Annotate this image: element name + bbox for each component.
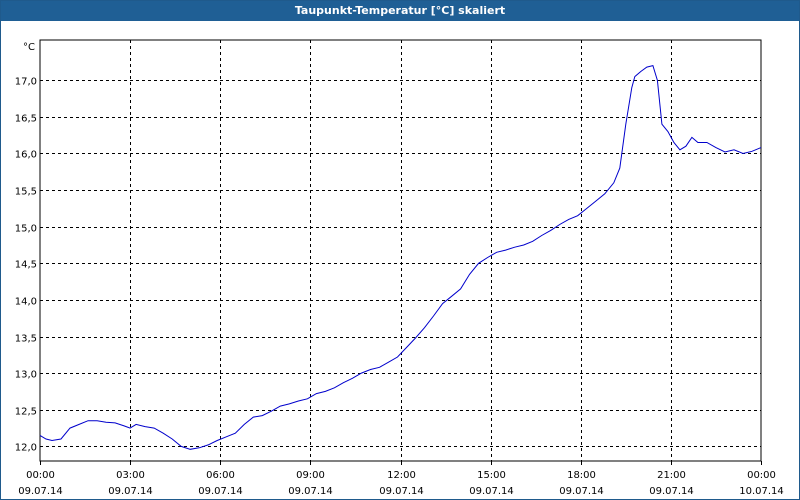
x-tick-date: 09.07.14 bbox=[288, 486, 333, 497]
y-tick-label: 15,5 bbox=[15, 187, 37, 198]
y-tick-label: 12,5 bbox=[15, 407, 37, 418]
x-tick-time: 00:00 bbox=[26, 470, 55, 481]
x-tick-date: 09.07.14 bbox=[649, 486, 694, 497]
x-tick-date: 09.07.14 bbox=[469, 486, 514, 497]
plot-area-border bbox=[39, 39, 762, 462]
x-tick-date: 09.07.14 bbox=[18, 486, 63, 497]
y-tick-label: 16,5 bbox=[15, 114, 37, 125]
x-tick-time: 09:00 bbox=[296, 470, 325, 481]
y-tick-label: 13,0 bbox=[15, 370, 37, 381]
x-tick-time: 12:00 bbox=[387, 470, 416, 481]
x-tick-time: 18:00 bbox=[567, 470, 596, 481]
series-line bbox=[39, 65, 762, 450]
grid-lines bbox=[40, 40, 761, 461]
y-axis-ticks: 12,0 12,5 13,0 13,5 14,0 14,5 15,0 15,5 16,0 16,5… bbox=[15, 77, 37, 454]
y-axis-label: °C bbox=[23, 42, 35, 53]
x-tick-date: 09.07.14 bbox=[198, 486, 243, 497]
x-tick-time: 00:00 bbox=[747, 470, 776, 481]
y-tick-label: 16,0 bbox=[15, 150, 37, 161]
x-tick-date: 09.07.14 bbox=[559, 486, 604, 497]
x-tick-date: 10.07.14 bbox=[739, 486, 784, 497]
x-tick-date: 09.07.14 bbox=[108, 486, 153, 497]
y-tick-label: 17,0 bbox=[15, 77, 37, 88]
y-tick-label: 13,5 bbox=[15, 334, 37, 345]
y-tick-label: 14,0 bbox=[15, 297, 37, 308]
window-title: Taupunkt-Temperatur [°C] skaliert bbox=[1, 1, 799, 21]
x-tick-time: 03:00 bbox=[116, 470, 145, 481]
x-tick-date: 09.07.14 bbox=[379, 486, 424, 497]
y-tick-label: 14,5 bbox=[15, 260, 37, 271]
x-axis-ticks: 00:00 09.07.14 03:00 09.07.14 06:00 09.07.14 0… bbox=[18, 461, 784, 497]
y-tick-label: 12,0 bbox=[15, 443, 37, 454]
x-tick-time: 21:00 bbox=[657, 470, 686, 481]
x-tick-time: 15:00 bbox=[477, 470, 506, 481]
x-tick-time: 06:00 bbox=[206, 470, 235, 481]
y-tick-label: 15,0 bbox=[15, 224, 37, 235]
